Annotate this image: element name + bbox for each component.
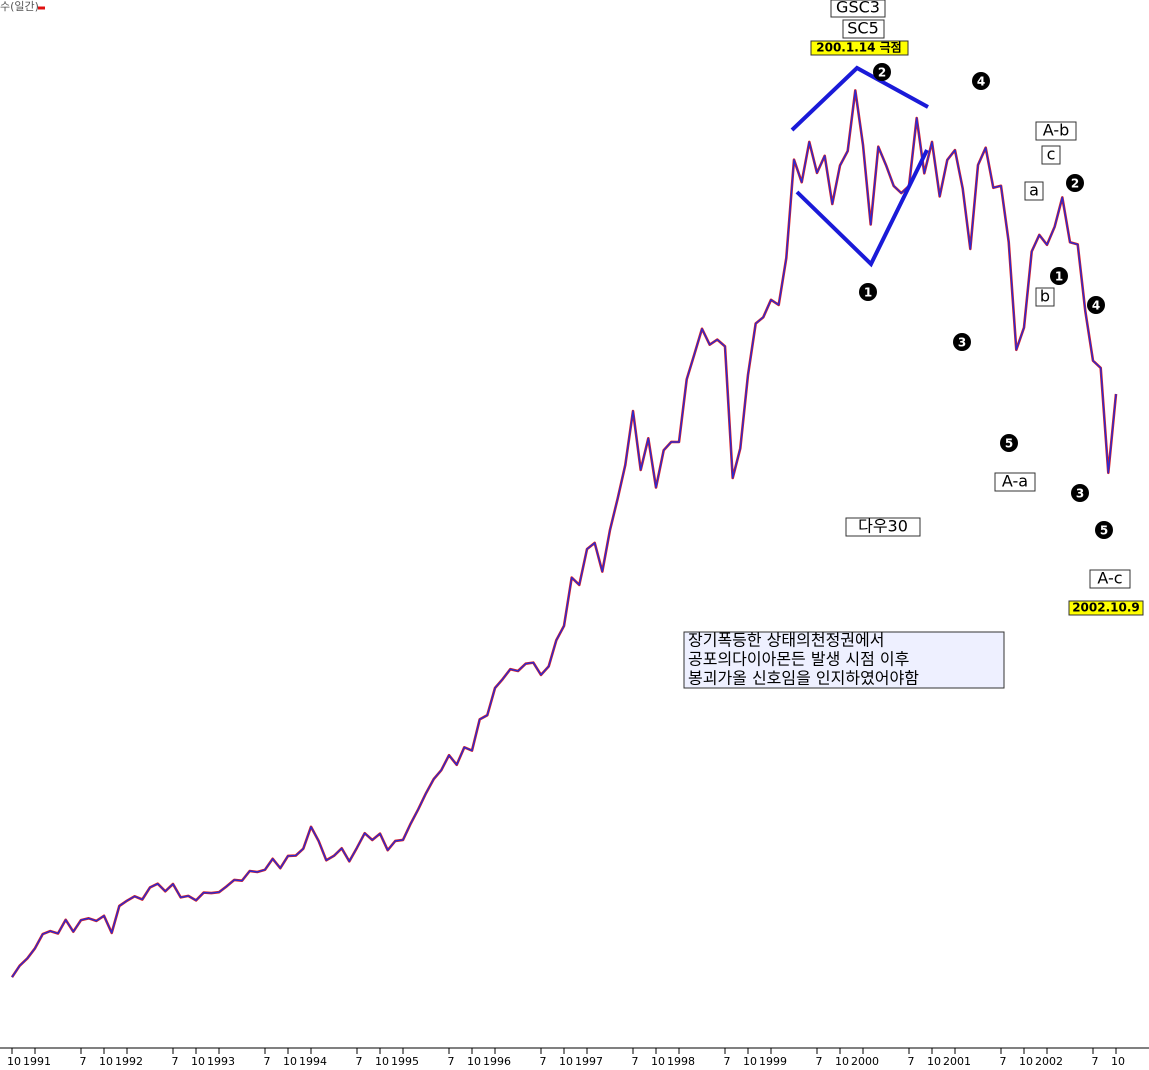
wave-label: 4: [977, 75, 985, 89]
x-tick-label: 7: [1092, 1055, 1099, 1068]
x-tick-label: 10: [559, 1055, 573, 1068]
x-tick-label: 10: [743, 1055, 757, 1068]
x-tick-label: 10: [835, 1055, 849, 1068]
annotation: b: [1040, 287, 1050, 306]
annotation: 다우30: [858, 517, 908, 536]
annotation: A-c: [1097, 569, 1122, 588]
annotation-box: [1041, 145, 1061, 165]
x-tick-label: 7: [908, 1055, 915, 1068]
x-tick-label: 10: [99, 1055, 113, 1068]
annotation-box: [810, 40, 909, 56]
price-line: [10, 89, 1118, 978]
annotation-box: [1024, 181, 1044, 201]
annotation: c: [1047, 145, 1056, 164]
diamond-pattern: [790, 65, 929, 268]
x-tick-label: 7: [540, 1055, 547, 1068]
note: 장기폭등한 상태의천정권에서 공포의다이아몬든 발생 시점 이후 봉괴가올 신호…: [683, 631, 1005, 689]
wave-marker: [1071, 484, 1089, 502]
annotation: 2002.10.9: [1072, 601, 1140, 615]
wave-label: 2: [1071, 177, 1079, 191]
x-tick-label: 1994: [299, 1055, 327, 1068]
diamond-line: [790, 65, 929, 132]
wave-marker: [1095, 521, 1113, 539]
wave-label: 3: [1076, 487, 1084, 501]
note-line: 공포의다이아몬든 발생 시점 이후: [688, 650, 909, 669]
x-tick-label: 7: [356, 1055, 363, 1068]
x-tick-label: 7: [632, 1055, 639, 1068]
legend-label: 수(일간): [0, 0, 39, 13]
wave-label: 5: [1100, 524, 1108, 538]
wave-labels: 2 1 3 4 5 2 1 4 3 5: [859, 63, 1113, 539]
x-tick-label: 10: [7, 1055, 21, 1068]
annotations: GSC3 SC5 200.1.14 극점 A-b c a b A-a 다우30 …: [810, 0, 1144, 616]
wave-label: 4: [1092, 299, 1100, 313]
wave-label: 2: [878, 66, 886, 80]
wave-label: 5: [1005, 437, 1013, 451]
x-tick-label: 1992: [115, 1055, 143, 1068]
wave-marker: [1000, 434, 1018, 452]
annotation-box: [1068, 600, 1144, 616]
wave-label: 1: [1055, 270, 1063, 284]
plot: [10, 89, 1118, 978]
annotation: a: [1029, 181, 1039, 200]
x-tick-label: 10: [651, 1055, 665, 1068]
x-tick-label: 1996: [483, 1055, 511, 1068]
x-tick-label: 1998: [667, 1055, 695, 1068]
x-tick-label: 7: [816, 1055, 823, 1068]
x-tick-label: 10: [1111, 1055, 1125, 1068]
x-tick-label: 7: [1000, 1055, 1007, 1068]
x-tick-label: 7: [724, 1055, 731, 1068]
wave-marker: [1087, 296, 1105, 314]
note-line: 장기폭등한 상태의천정권에서: [688, 631, 884, 650]
x-axis-ticks: 10 1991 7 10 1992 7 10 1993 7 10 1994 7 10 1995 7 10 199…: [7, 1048, 1125, 1068]
annotation-box: [842, 19, 885, 39]
x-tick-label: 10: [1019, 1055, 1033, 1068]
annotation-box: [1035, 121, 1077, 141]
annotation: 200.1.14 극점: [816, 40, 901, 55]
annotation: A-a: [1002, 472, 1028, 491]
diamond-line: [795, 149, 929, 268]
x-tick-label: 7: [172, 1055, 179, 1068]
x-tick-label: 1991: [23, 1055, 51, 1068]
note-line: 봉괴가올 신호임을 인지하였어야함: [688, 669, 919, 688]
wave-label: 1: [864, 286, 872, 300]
wave-marker: [859, 283, 877, 301]
annotation: GSC3: [836, 0, 880, 17]
annotation-box: [1089, 569, 1131, 589]
wave-marker: [1066, 174, 1084, 192]
wave-marker: [1050, 267, 1068, 285]
x-tick-label: 2002: [1035, 1055, 1063, 1068]
x-tick-label: 10: [375, 1055, 389, 1068]
wave-marker: [972, 72, 990, 90]
annotation: SC5: [847, 19, 879, 38]
x-tick-label: 1997: [575, 1055, 603, 1068]
note-box: [683, 631, 1005, 689]
annotation-box: [845, 517, 921, 537]
legend: 수(일간): [0, 0, 45, 13]
annotation-box: [830, 0, 886, 18]
x-tick-label: 7: [264, 1055, 271, 1068]
x-tick-label: 1999: [759, 1055, 787, 1068]
x-tick-label: 10: [191, 1055, 205, 1068]
x-tick-label: 10: [467, 1055, 481, 1068]
x-tick-label: 10: [927, 1055, 941, 1068]
x-tick-label: 1995: [391, 1055, 419, 1068]
wave-marker: [873, 63, 891, 81]
annotation-box: [994, 472, 1036, 492]
price-line: [11, 89, 1117, 978]
x-tick-label: 10: [283, 1055, 297, 1068]
annotation: A-b: [1043, 121, 1070, 140]
x-tick-label: 7: [448, 1055, 455, 1068]
wave-marker: [953, 333, 971, 351]
x-tick-label: 2001: [943, 1055, 971, 1068]
x-tick-label: 1993: [207, 1055, 235, 1068]
annotation-box: [1035, 287, 1055, 307]
x-tick-label: 2000: [851, 1055, 879, 1068]
wave-label: 3: [958, 336, 966, 350]
x-tick-label: 7: [80, 1055, 87, 1068]
